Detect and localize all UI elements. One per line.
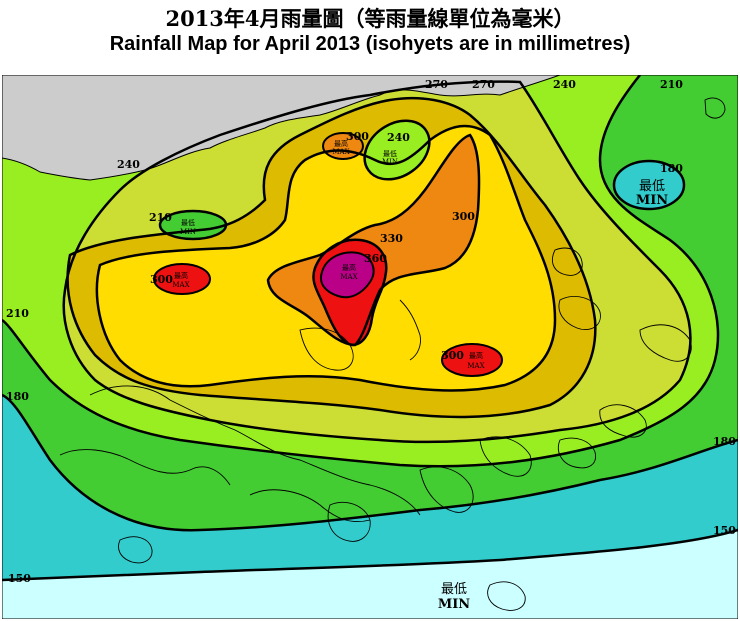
map-title-english: Rainfall Map for April 2013 (isohyets ar… [109, 33, 631, 55]
max-west-en: MAX [172, 281, 189, 289]
label-150-right: 150 [713, 524, 736, 537]
label-270-north-2: 270 [472, 78, 495, 91]
label-300-north: 300 [346, 130, 369, 143]
map-title-chinese: 2013年4月雨量圖（等雨量線單位為毫米） [165, 6, 575, 31]
min-north-en: MIN [382, 158, 398, 166]
label-180-right: 180 [713, 435, 736, 448]
local-min-east [612, 159, 686, 211]
outside-area [2, 75, 561, 181]
label-210-northeast: 210 [660, 78, 683, 91]
min-east-zh: 最低 [639, 179, 665, 194]
min-west-zh: 最低 [181, 218, 195, 227]
min-south-zh: 最低 [441, 582, 467, 597]
max-central-en: MAX [340, 273, 357, 281]
min-west-en: MIN [180, 228, 196, 236]
label-270-north-1: 270 [425, 78, 448, 91]
max-north-en: MAX [332, 148, 349, 156]
label-240-northeast: 240 [553, 78, 576, 91]
label-210-left: 210 [6, 307, 29, 320]
label-180-east-min: 180 [660, 162, 683, 175]
label-360: 360 [364, 252, 387, 265]
label-240-north-min: 240 [387, 131, 410, 144]
max-southeast-zh: 最高 [469, 351, 483, 360]
local-max-west [153, 263, 211, 295]
label-150-left: 150 [8, 572, 31, 585]
label-180-left: 180 [6, 390, 29, 403]
max-west-zh: 最高 [174, 271, 188, 280]
max-north-zh: 最高 [334, 139, 348, 148]
min-north-zh: 最低 [383, 149, 397, 158]
label-300-southeast: 300 [441, 349, 464, 362]
max-central-zh: 最高 [342, 263, 356, 272]
extremum-markers: 最高 MAX 最高 MAX 最高 MAX 最高 MAX 最低 MIN 最低 MI… [172, 139, 668, 612]
min-south-en: MIN [438, 597, 470, 612]
label-300-west: 300 [150, 273, 173, 286]
label-330: 330 [380, 232, 403, 245]
max-southeast-en: MAX [467, 362, 484, 370]
label-300-central: 300 [452, 210, 475, 223]
local-min-north [363, 119, 431, 181]
label-240-northwest: 240 [117, 158, 140, 171]
band-above-390 [320, 252, 374, 298]
title-block: 2013年4月雨量圖（等雨量線單位為毫米） Rainfall Map for A… [0, 0, 740, 72]
isohyet-lines [2, 75, 738, 582]
local-max-southeast [441, 343, 503, 377]
min-east-en: MIN [636, 193, 668, 208]
coastline-outlines [59, 97, 726, 611]
label-210-west-min: 210 [149, 211, 172, 224]
isohyet-labels: 150 150 180 180 180 210 210 210 240 240 … [6, 78, 736, 585]
